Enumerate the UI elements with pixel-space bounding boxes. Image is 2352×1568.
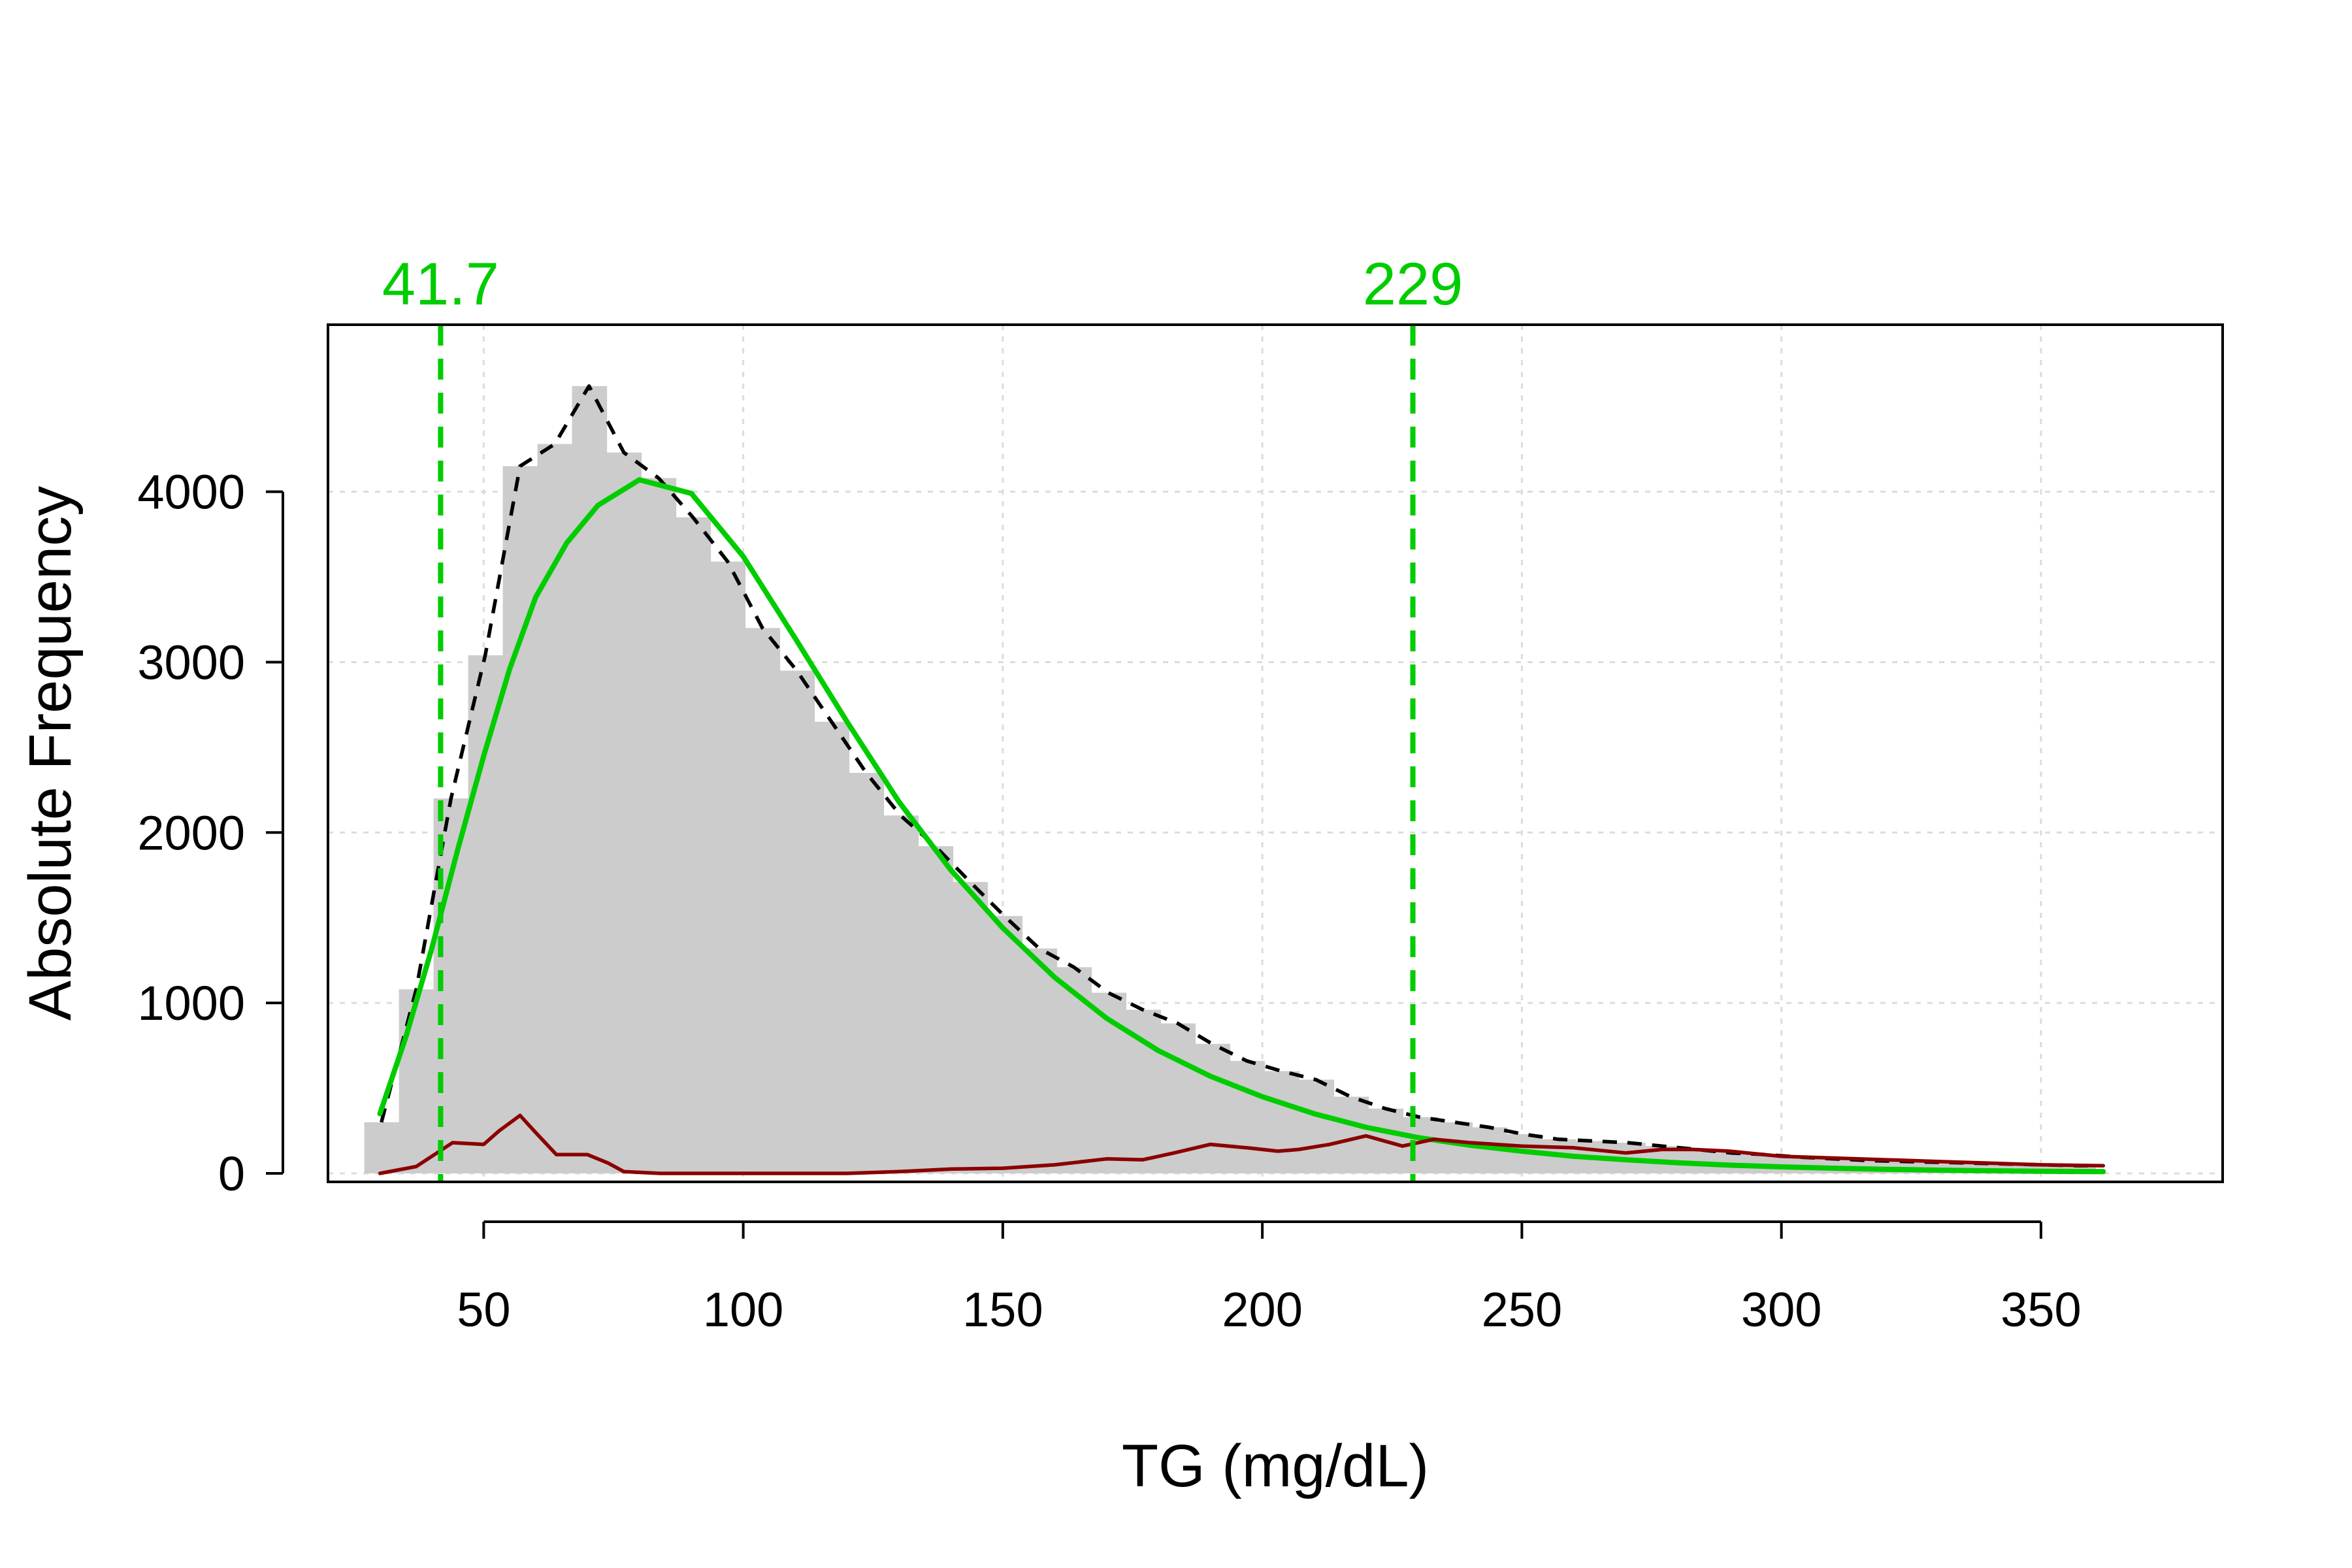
y-tick-label: 2000 — [137, 806, 245, 860]
histogram-bar — [641, 478, 677, 1173]
histogram-bar — [814, 721, 850, 1173]
y-tick-label: 0 — [218, 1147, 245, 1201]
y-axis-title: Absolute Frequency — [17, 486, 84, 1021]
density-curves — [377, 384, 2106, 1175]
x-tick-label: 350 — [2001, 1282, 2081, 1337]
histogram-bar — [745, 628, 781, 1173]
histogram-bar — [399, 989, 434, 1173]
x-tick-label: 300 — [1741, 1282, 1821, 1337]
histogram-bar — [502, 466, 538, 1173]
histogram-bar — [676, 517, 711, 1173]
histogram-bar — [468, 655, 504, 1173]
histogram-bar — [1195, 1043, 1231, 1173]
histogram-bar — [1022, 948, 1058, 1173]
cutoff-label-229: 229 — [1363, 251, 1463, 318]
histogram-bar — [953, 881, 988, 1173]
y-tick-label: 3000 — [137, 635, 245, 689]
histogram-bar — [1437, 1122, 1473, 1173]
histogram-bar — [537, 444, 573, 1173]
histogram-bar — [1091, 992, 1127, 1173]
reference-lines: 41.7 229 — [382, 251, 1463, 1182]
histogram-bar — [364, 1122, 400, 1173]
axes: 50 100 150 200 250 300 350 0 1000 2000 3000 4000 — [137, 465, 2081, 1337]
histogram-bar — [987, 916, 1023, 1173]
x-axis-title: TG (mg/dL) — [1122, 1433, 1429, 1499]
y-tick-label: 1000 — [137, 976, 245, 1030]
histogram-bar — [918, 846, 954, 1173]
x-tick-label: 250 — [1482, 1282, 1562, 1337]
x-tick-label: 200 — [1222, 1282, 1302, 1337]
histogram-bar — [779, 670, 815, 1173]
histogram-bar — [883, 815, 919, 1173]
y-tick-label: 4000 — [137, 465, 245, 519]
histogram-bar — [606, 452, 642, 1173]
x-tick-label: 150 — [962, 1282, 1043, 1337]
residual-line — [378, 1113, 2106, 1175]
histogram-bar — [1264, 1071, 1300, 1173]
cutoff-label-41.7: 41.7 — [382, 251, 499, 318]
histogram-bars — [364, 385, 2096, 1173]
histogram-bar — [1230, 1060, 1266, 1173]
fitted-normal-curve — [377, 477, 2106, 1175]
histogram-bar — [1299, 1079, 1335, 1173]
histogram-bar — [1056, 967, 1092, 1173]
plot-frame — [327, 323, 2224, 1183]
x-tick-label: 50 — [457, 1282, 510, 1337]
histogram-bar — [849, 772, 885, 1173]
empirical-density-line — [380, 384, 2099, 1168]
histogram-bar — [710, 561, 746, 1173]
x-tick-label: 100 — [703, 1282, 783, 1337]
